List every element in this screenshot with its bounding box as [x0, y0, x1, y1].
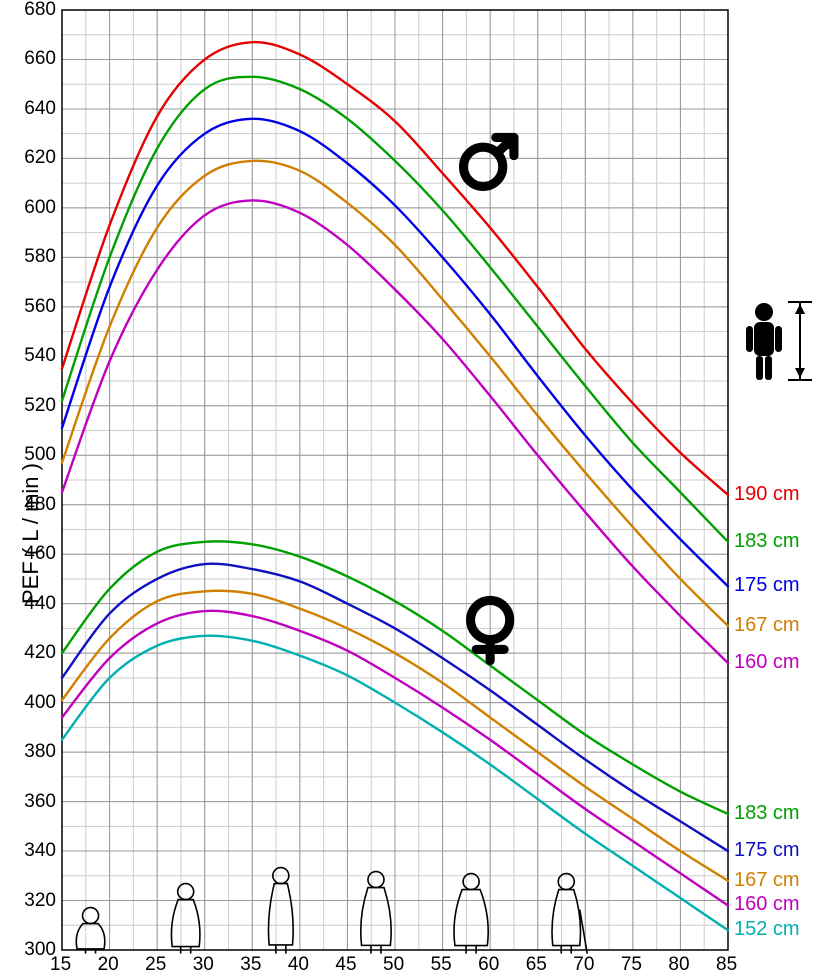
legend-label: 160 cm [734, 651, 800, 674]
y-tick-label: 480 [24, 494, 56, 516]
y-axis-label: PEF ( L / min ) [18, 463, 44, 604]
age-figure-2 [268, 868, 293, 954]
y-tick-label: 380 [24, 741, 56, 763]
age-figure-0 [76, 908, 105, 954]
x-tick-label: 65 [526, 954, 547, 976]
x-tick-label: 50 [383, 954, 404, 976]
x-tick-label: 80 [668, 954, 689, 976]
x-tick-label: 45 [335, 954, 356, 976]
y-tick-label: 520 [24, 395, 56, 417]
legend-label: 175 cm [734, 574, 800, 597]
y-tick-label: 680 [24, 0, 56, 21]
x-tick-label: 55 [431, 954, 452, 976]
y-tick-label: 580 [24, 246, 56, 268]
age-figure-5 [552, 874, 587, 954]
y-tick-label: 620 [24, 147, 56, 169]
legend-label: 167 cm [734, 869, 800, 892]
y-tick-label: 320 [24, 890, 56, 912]
y-tick-label: 460 [24, 543, 56, 565]
legend-label: 183 cm [734, 802, 800, 825]
chart-svg [0, 0, 838, 972]
y-tick-label: 660 [24, 48, 56, 70]
y-tick-label: 500 [24, 444, 56, 466]
y-tick-label: 600 [24, 197, 56, 219]
y-tick-label: 540 [24, 345, 56, 367]
height-legend-icon [746, 302, 812, 380]
x-tick-label: 75 [621, 954, 642, 976]
legend-label: 175 cm [734, 839, 800, 862]
legend-label: 190 cm [734, 483, 800, 506]
age-figures [76, 868, 587, 954]
y-tick-label: 640 [24, 98, 56, 120]
legend-label: 183 cm [734, 530, 800, 553]
y-tick-label: 420 [24, 642, 56, 664]
y-tick-label: 440 [24, 593, 56, 615]
x-tick-label: 20 [98, 954, 119, 976]
legend-label: 167 cm [734, 614, 800, 637]
x-tick-label: 35 [240, 954, 261, 976]
y-tick-label: 560 [24, 296, 56, 318]
age-figure-1 [171, 884, 200, 954]
x-tick-label: 40 [288, 954, 309, 976]
y-tick-label: 360 [24, 791, 56, 813]
legend-label: 160 cm [734, 893, 800, 916]
y-tick-label: 400 [24, 692, 56, 714]
y-tick-label: 300 [24, 939, 56, 961]
legend-label: 152 cm [734, 918, 800, 941]
age-figure-3 [361, 872, 391, 954]
x-tick-label: 70 [573, 954, 594, 976]
pef-chart-page: PEF ( L / min ) 152025303540455055606570… [0, 0, 838, 972]
x-tick-label: 25 [145, 954, 166, 976]
x-tick-label: 30 [193, 954, 214, 976]
x-tick-label: 60 [478, 954, 499, 976]
male-symbol-icon [464, 137, 514, 186]
y-tick-label: 340 [24, 840, 56, 862]
age-figure-4 [454, 874, 488, 954]
x-tick-label: 85 [716, 954, 737, 976]
